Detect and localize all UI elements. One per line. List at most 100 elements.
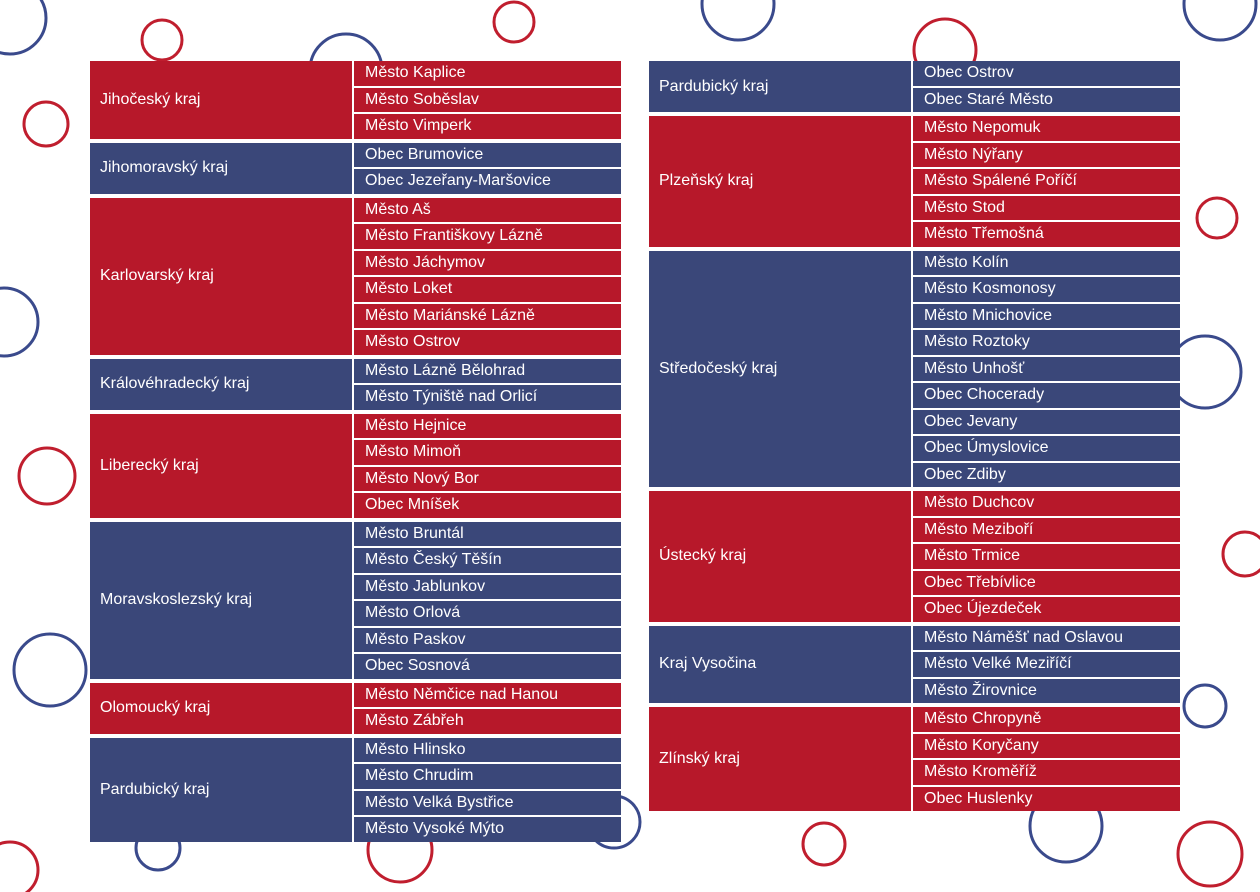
town-cell: Město Kroměříž (913, 760, 1180, 787)
region-name: Pardubický kraj (649, 61, 913, 112)
region-group: Středočeský kraj Město Kolín Město Kosmono… (649, 250, 1180, 491)
town-cell: Město Chropyně (913, 707, 1180, 734)
town-cell: Město Němčice nad Hanou (354, 682, 621, 709)
town-cell: Obec Sosnová (354, 654, 621, 679)
town-list: Město Hejnice Město Mimoň Město Nový Bor Ob… (354, 413, 621, 518)
town-list: Město Hlinsko Město Chrudim Město Velká By… (354, 737, 621, 842)
town-list: Město Bruntál Město Český Těšín Město Jabl… (354, 521, 621, 679)
town-cell: Město Loket (354, 277, 621, 304)
region-name: Kraj Vysočina (649, 625, 913, 703)
town-list: Město Duchcov Město Meziboří Město Trmice O… (913, 491, 1180, 622)
town-cell: Město Bruntál (354, 521, 621, 548)
town-cell: Město Hejnice (354, 413, 621, 440)
region-group: Olomoucký kraj Město Němčice nad Hanou Měs… (90, 682, 621, 738)
town-cell: Město Kolín (913, 250, 1180, 277)
region-group: Karlovarský kraj Město Aš Město Františkov… (90, 197, 621, 359)
town-cell: Město Hlinsko (354, 737, 621, 764)
town-cell: Město Vimperk (354, 114, 621, 139)
region-group: Ústecký kraj Město Duchcov Město Meziboří M… (649, 491, 1180, 626)
town-cell: Město Trmice (913, 544, 1180, 571)
region-group: Jihočeský kraj Město Kaplice Město Soběsla… (90, 61, 621, 143)
left-region-table: Jihočeský kraj Město Kaplice Město Soběsla… (90, 61, 621, 842)
town-cell: Město Orlová (354, 601, 621, 628)
town-cell: Město Žirovnice (913, 678, 1180, 703)
town-cell: Město Nýřany (913, 142, 1180, 169)
region-group: Kraj Vysočina Město Náměšť nad Oslavou Měs… (649, 625, 1180, 707)
town-cell: Město Spálené Poříčí (913, 169, 1180, 196)
town-list: Město Aš Město Františkovy Lázně Město Jác… (354, 197, 621, 355)
town-cell: Město Koryčany (913, 733, 1180, 760)
town-cell: Město Unhošť (913, 356, 1180, 383)
town-cell: Město Velké Meziříčí (913, 652, 1180, 679)
town-list: Město Kaplice Město Soběslav Město Vimperk (354, 61, 621, 139)
town-cell: Město Kaplice (354, 61, 621, 88)
town-list: Obec Ostrov Obec Staré Město (913, 61, 1180, 112)
town-cell: Obec Úmyslovice (913, 436, 1180, 463)
town-cell: Obec Staré Město (913, 87, 1180, 112)
town-list: Město Němčice nad Hanou Město Zábřeh (354, 682, 621, 734)
town-cell: Obec Jezeřany-Maršovice (354, 169, 621, 194)
town-cell: Obec Jevany (913, 409, 1180, 436)
region-name: Olomoucký kraj (90, 682, 354, 734)
region-group: Plzeňský kraj Město Nepomuk Město Nýřany Mě… (649, 116, 1180, 251)
region-name: Pardubický kraj (90, 737, 354, 842)
town-cell: Město Mnichovice (913, 303, 1180, 330)
town-cell: Obec Chocerady (913, 383, 1180, 410)
region-group: Pardubický kraj Obec Ostrov Obec Staré Měs… (649, 61, 1180, 116)
region-name: Ústecký kraj (649, 491, 913, 622)
region-group: Pardubický kraj Město Hlinsko Město Chrudi… (90, 737, 621, 842)
region-name: Plzeňský kraj (649, 116, 913, 247)
town-cell: Město Ostrov (354, 330, 621, 355)
town-cell: Obec Újezdeček (913, 597, 1180, 622)
region-name: Jihočeský kraj (90, 61, 354, 139)
town-cell: Město Nový Bor (354, 466, 621, 493)
region-group: Moravskoslezský kraj Město Bruntál Město Č… (90, 521, 621, 683)
town-cell: Město Františkovy Lázně (354, 224, 621, 251)
town-cell: Město Soběslav (354, 87, 621, 114)
town-cell: Město Nepomuk (913, 116, 1180, 143)
region-group: Liberecký kraj Město Hejnice Město Mimoň Mě… (90, 413, 621, 522)
town-cell: Obec Mníšek (354, 493, 621, 518)
town-cell: Město Týniště nad Orlicí (354, 385, 621, 410)
town-cell: Město Třemošná (913, 222, 1180, 247)
town-list: Město Chropyně Město Koryčany Město Kroměř… (913, 707, 1180, 811)
region-name: Jihomoravský kraj (90, 142, 354, 194)
town-cell: Obec Brumovice (354, 142, 621, 169)
town-cell: Obec Zdiby (913, 462, 1180, 487)
town-cell: Město Roztoky (913, 330, 1180, 357)
town-list: Město Kolín Město Kosmonosy Město Mnichovi… (913, 250, 1180, 487)
town-list: Město Lázně Bělohrad Město Týniště nad Or… (354, 358, 621, 410)
town-cell: Obec Huslenky (913, 786, 1180, 811)
region-name: Královéhradecký kraj (90, 358, 354, 410)
town-cell: Město Náměšť nad Oslavou (913, 625, 1180, 652)
region-name: Karlovarský kraj (90, 197, 354, 355)
region-name: Moravskoslezský kraj (90, 521, 354, 679)
town-cell: Obec Ostrov (913, 61, 1180, 88)
town-cell: Město Kosmonosy (913, 277, 1180, 304)
region-group: Zlínský kraj Město Chropyně Město Koryčany… (649, 707, 1180, 811)
right-region-table: Pardubický kraj Obec Ostrov Obec Staré Měs… (649, 61, 1180, 811)
town-cell: Město Zábřeh (354, 709, 621, 734)
region-name: Liberecký kraj (90, 413, 354, 518)
town-list: Město Náměšť nad Oslavou Město Velké Mezi… (913, 625, 1180, 703)
region-name: Středočeský kraj (649, 250, 913, 487)
town-cell: Město Lázně Bělohrad (354, 358, 621, 385)
town-list: Město Nepomuk Město Nýřany Město Spálené P… (913, 116, 1180, 247)
town-cell: Město Meziboří (913, 517, 1180, 544)
town-cell: Město Chrudim (354, 764, 621, 791)
town-cell: Město Mariánské Lázně (354, 303, 621, 330)
town-cell: Město Stod (913, 195, 1180, 222)
town-cell: Město Aš (354, 197, 621, 224)
town-cell: Město Český Těšín (354, 548, 621, 575)
town-cell: Město Vysoké Mýto (354, 817, 621, 842)
town-list: Obec Brumovice Obec Jezeřany-Maršovice (354, 142, 621, 194)
town-cell: Město Velká Bystřice (354, 790, 621, 817)
town-cell: Město Paskov (354, 627, 621, 654)
town-cell: Město Jablunkov (354, 574, 621, 601)
town-cell: Obec Třebívlice (913, 570, 1180, 597)
region-name: Zlínský kraj (649, 707, 913, 811)
town-cell: Město Jáchymov (354, 250, 621, 277)
town-cell: Město Duchcov (913, 491, 1180, 518)
region-group: Královéhradecký kraj Město Lázně Bělohrad… (90, 358, 621, 414)
